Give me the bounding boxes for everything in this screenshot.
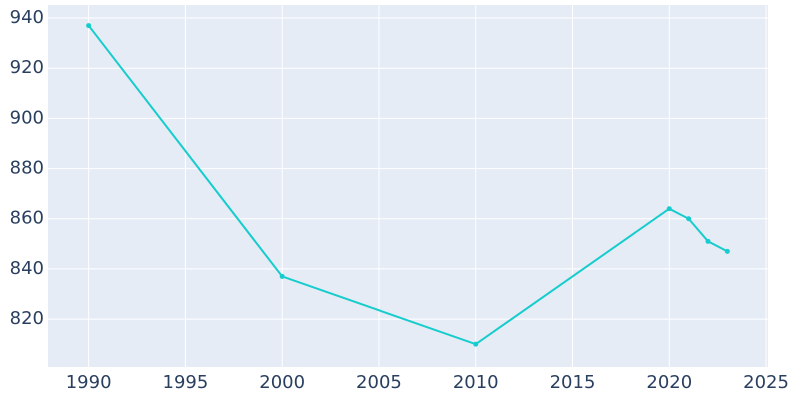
data-point	[686, 216, 692, 222]
data-point	[473, 341, 479, 347]
x-tick-label: 2025	[743, 372, 789, 393]
x-tick-label: 2015	[550, 372, 596, 393]
y-tick-label: 860	[10, 208, 44, 229]
x-tick-label: 2010	[453, 372, 499, 393]
data-point	[724, 248, 730, 254]
data-point	[666, 206, 672, 212]
y-tick-label: 920	[10, 57, 44, 78]
data-point	[705, 238, 711, 244]
y-tick-label: 880	[10, 158, 44, 179]
x-tick-label: 2005	[356, 372, 402, 393]
plot-area	[48, 5, 768, 367]
y-tick-label: 820	[10, 308, 44, 329]
x-tick-label: 1990	[66, 372, 112, 393]
x-tick-label: 2000	[259, 372, 305, 393]
data-point	[86, 23, 92, 29]
x-tick-label: 2020	[646, 372, 692, 393]
data-point	[279, 273, 285, 279]
y-tick-label: 840	[10, 258, 44, 279]
y-tick-label: 900	[10, 107, 44, 128]
y-tick-label: 940	[10, 7, 44, 28]
x-tick-label: 1995	[163, 372, 209, 393]
